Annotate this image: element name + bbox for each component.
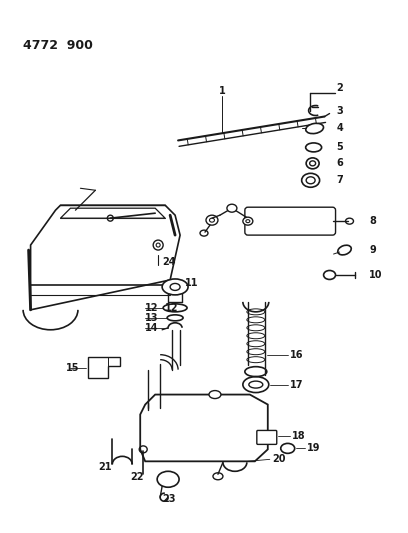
Text: 20: 20 [272, 454, 285, 464]
Text: 5: 5 [337, 142, 343, 152]
Polygon shape [31, 205, 180, 310]
Text: 16: 16 [290, 350, 303, 360]
Text: 4772  900: 4772 900 [22, 39, 93, 52]
FancyBboxPatch shape [257, 431, 277, 445]
Text: 4: 4 [337, 124, 343, 133]
Text: 11: 11 [185, 278, 199, 288]
Polygon shape [140, 394, 268, 462]
Text: 8: 8 [369, 216, 376, 226]
Text: 3: 3 [337, 106, 343, 116]
Text: 18: 18 [292, 431, 305, 441]
Text: 14: 14 [145, 323, 159, 333]
FancyBboxPatch shape [245, 207, 335, 235]
Text: 7: 7 [337, 175, 343, 185]
Text: 12: 12 [145, 303, 159, 313]
Text: 21: 21 [98, 462, 112, 472]
Text: 19: 19 [307, 443, 320, 454]
Text: 22: 22 [130, 472, 144, 482]
Text: 17: 17 [290, 379, 303, 390]
Text: 24: 24 [162, 257, 175, 267]
Text: 15: 15 [65, 362, 79, 373]
Polygon shape [60, 208, 165, 218]
Ellipse shape [162, 279, 188, 295]
Ellipse shape [167, 315, 183, 321]
Text: 9: 9 [369, 245, 376, 255]
Ellipse shape [306, 123, 324, 134]
Text: 10: 10 [369, 270, 383, 280]
Text: 12: 12 [164, 303, 178, 313]
Ellipse shape [227, 204, 237, 212]
Text: 23: 23 [162, 494, 175, 504]
Text: 1: 1 [219, 86, 226, 95]
Text: 13: 13 [145, 313, 159, 323]
Text: 6: 6 [337, 158, 343, 168]
Polygon shape [89, 357, 120, 377]
Text: 2: 2 [337, 83, 343, 93]
Ellipse shape [243, 217, 253, 225]
Ellipse shape [209, 391, 221, 399]
Ellipse shape [163, 304, 187, 312]
